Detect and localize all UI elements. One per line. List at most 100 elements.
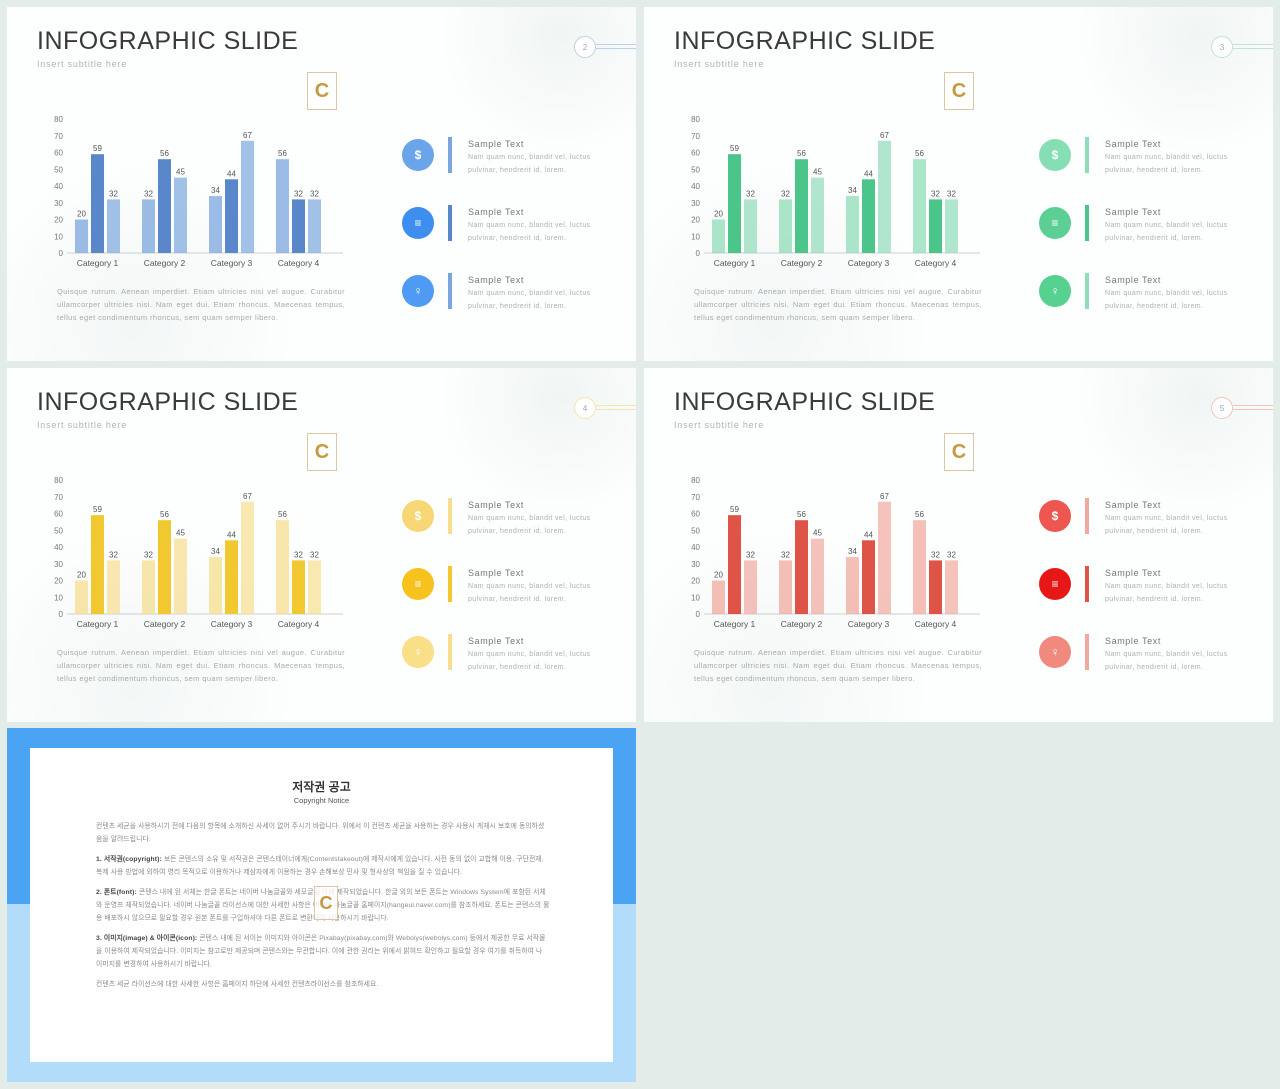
y-tick-label: 40	[691, 543, 700, 552]
y-tick-label: 60	[691, 149, 700, 158]
bar	[292, 199, 305, 253]
item-text: Nam quam nunc, blandit vel, luctus pulvi…	[1105, 515, 1228, 535]
bar-value-label: 34	[848, 186, 857, 195]
bar-value-label: 45	[813, 529, 822, 538]
item-title: Sample Text	[1105, 275, 1161, 285]
watermark-logo: C	[307, 433, 337, 471]
accent-bar	[1085, 205, 1089, 241]
bar-value-label: 34	[848, 547, 857, 556]
item-title: Sample Text	[468, 500, 524, 510]
bar-value-label: 59	[730, 144, 739, 153]
y-tick-label: 20	[691, 216, 700, 225]
bar	[292, 560, 305, 614]
info-item: ≡ Sample Text Nam quam nunc, blandit vel, …	[402, 566, 602, 606]
copyright-subtitle: Copyright Notice	[293, 796, 350, 805]
bar	[779, 560, 792, 614]
bar-value-label: 59	[93, 505, 102, 514]
item-title: Sample Text	[468, 568, 524, 578]
bar	[174, 538, 187, 614]
y-tick-label: 40	[54, 182, 63, 191]
bar	[158, 520, 171, 614]
slide-subtitle: Insert subtitle here	[674, 59, 765, 69]
y-tick-label: 50	[691, 526, 700, 535]
y-tick-label: 40	[54, 543, 63, 552]
lightbulb-icon: ♀	[402, 275, 434, 307]
info-item: ♀ Sample Text Nam quam nunc, blandit vel, …	[1039, 634, 1239, 674]
info-item: ≡ Sample Text Nam quam nunc, blandit vel, …	[1039, 205, 1239, 245]
page-number-line	[1233, 44, 1273, 49]
category-label: Category 4	[915, 258, 957, 268]
bar	[142, 199, 155, 253]
bar	[846, 196, 859, 253]
category-label: Category 4	[278, 258, 320, 268]
info-item: ≡ Sample Text Nam quam nunc, blandit vel, …	[1039, 566, 1239, 606]
category-label: Category 3	[211, 619, 253, 629]
bar-value-label: 32	[746, 550, 755, 559]
lightbulb-icon: ♀	[402, 636, 434, 668]
bar	[276, 159, 289, 253]
info-item: ♀ Sample Text Nam quam nunc, blandit vel, …	[1039, 273, 1239, 313]
infographic-slide: INFOGRAPHIC SLIDE Insert subtitle here 3 0 1…	[644, 7, 1273, 361]
item-title: Sample Text	[468, 207, 524, 217]
bar-value-label: 56	[278, 149, 287, 158]
bar	[142, 560, 155, 614]
para-3-heading: 3. 이미지(image) & 아이콘(icon):	[96, 935, 198, 942]
y-tick-label: 30	[691, 560, 700, 569]
category-label: Category 4	[278, 619, 320, 629]
bar-chart: 0 10 20 30 40 50 60 70 80 20 59 32 Category 1 32 56 45 C…	[37, 468, 347, 638]
bar-value-label: 20	[714, 571, 723, 580]
bar	[744, 560, 757, 614]
infographic-slide: INFOGRAPHIC SLIDE Insert subtitle here 4 0 1…	[7, 368, 636, 722]
y-tick-label: 0	[696, 249, 701, 258]
slide-subtitle: Insert subtitle here	[37, 59, 128, 69]
category-label: Category 2	[781, 258, 823, 268]
bar-value-label: 32	[947, 550, 956, 559]
slide-background	[644, 7, 1273, 361]
bar-value-label: 45	[813, 168, 822, 177]
y-tick-label: 10	[691, 232, 700, 241]
item-text: Nam quam nunc, blandit vel, luctus pulvi…	[1105, 651, 1228, 671]
accent-bar	[448, 273, 452, 309]
accent-bar	[1085, 273, 1089, 309]
accent-bar	[448, 634, 452, 670]
item-text: Nam quam nunc, blandit vel, luctus pulvi…	[468, 154, 591, 174]
bar	[158, 159, 171, 253]
bar-value-label: 56	[915, 149, 924, 158]
y-tick-label: 40	[691, 182, 700, 191]
copyright-intro: 컨텐츠 세균을 사용하시기 전에 다음의 항목에 소개하신 사세이 없어 주시기…	[96, 823, 545, 843]
bar	[107, 560, 120, 614]
bar-value-label: 32	[746, 189, 755, 198]
accent-bar	[1085, 137, 1089, 173]
bar	[712, 580, 725, 614]
bar-value-label: 56	[797, 510, 806, 519]
bar-value-label: 20	[714, 210, 723, 219]
y-tick-label: 60	[54, 510, 63, 519]
bar	[878, 140, 891, 253]
para-2-heading: 2. 폰트(font):	[96, 889, 137, 896]
bar	[174, 177, 187, 253]
bar-value-label: 34	[211, 186, 220, 195]
info-item: $ Sample Text Nam quam nunc, blandit vel, …	[1039, 498, 1239, 538]
watermark-logo: C	[314, 886, 338, 920]
bar	[929, 199, 942, 253]
money-bag-icon: $	[1039, 139, 1071, 171]
bar-value-label: 67	[880, 492, 889, 501]
bar-value-label: 44	[227, 530, 236, 539]
bar-value-label: 67	[880, 131, 889, 140]
bar-value-label: 44	[227, 169, 236, 178]
coins-icon: ≡	[1039, 207, 1071, 239]
bar-value-label: 32	[109, 550, 118, 559]
page-number-line	[596, 405, 636, 410]
bar-value-label: 32	[931, 189, 940, 198]
y-tick-label: 70	[691, 493, 700, 502]
item-title: Sample Text	[468, 139, 524, 149]
bar	[308, 560, 321, 614]
y-tick-label: 30	[54, 560, 63, 569]
bar-value-label: 32	[294, 550, 303, 559]
item-title: Sample Text	[1105, 500, 1161, 510]
item-text: Nam quam nunc, blandit vel, luctus pulvi…	[1105, 583, 1228, 603]
bar-chart-svg: 0 10 20 30 40 50 60 70 80 20 59 32 Category 1 32 56 45 C…	[54, 476, 343, 629]
y-tick-label: 80	[691, 476, 700, 485]
watermark-logo: C	[944, 433, 974, 471]
page-number: 4	[574, 397, 596, 419]
